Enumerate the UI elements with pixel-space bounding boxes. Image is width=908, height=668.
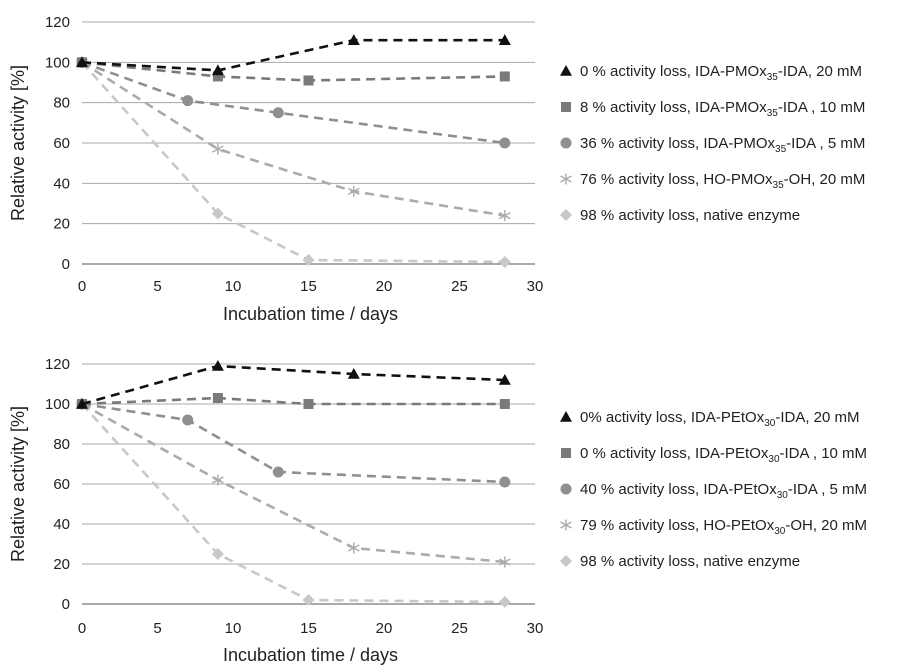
- data-point-series-3: [499, 476, 511, 488]
- data-point-series-2: [212, 71, 223, 82]
- x-tick-label: 30: [527, 620, 544, 637]
- legend-marker-3: [560, 137, 572, 149]
- x-tick-label: 5: [153, 620, 161, 637]
- data-point-series-5: [498, 255, 511, 268]
- data-point-series-2: [212, 393, 223, 403]
- data-point-series-4: [347, 542, 360, 554]
- y-tick-label: 0: [62, 256, 70, 273]
- data-point-series-2: [499, 71, 510, 82]
- legend-label-5: 98 % activity loss, native enzyme: [580, 207, 800, 224]
- data-point-series-4: [498, 556, 511, 568]
- data-point-series-1: [498, 374, 511, 385]
- y-axis-title: Relative activity [%]: [8, 65, 28, 221]
- y-tick-label: 120: [45, 14, 70, 31]
- legend-label-4: 76 % activity loss, HO-PMOx35-OH, 20 mM: [580, 171, 865, 191]
- series-line-4: [81, 402, 505, 564]
- data-point-series-5: [211, 207, 224, 220]
- chart-1: 0 20 40 60 80 100 120 0 5 10 15 20 25 30 Incubation ti…: [8, 14, 865, 324]
- data-point-series-5: [211, 548, 224, 560]
- y-tick-label: 40: [53, 175, 70, 192]
- data-point-series-1: [76, 398, 88, 409]
- x-tick-label: 0: [78, 278, 86, 295]
- data-point-series-4: [212, 143, 224, 155]
- x-tick-label: 25: [451, 620, 468, 637]
- x-tick-label: 15: [300, 620, 317, 637]
- y-tick-label: 60: [53, 476, 70, 493]
- legend-marker-1: [560, 65, 572, 76]
- x-tick-label: 25: [451, 278, 468, 295]
- series-line-1: [81, 38, 505, 72]
- chart-2: 0 20 40 60 80 100 120 0 5 10 15 20 25 30 Incubation ti…: [8, 356, 867, 665]
- x-tick-label: 30: [527, 278, 544, 295]
- y-tick-label: 0: [62, 596, 70, 613]
- x-tick-label: 10: [225, 278, 242, 295]
- x-axis-title: Incubation time / days: [223, 304, 398, 324]
- data-point-series-3: [499, 137, 511, 149]
- legend-label-2: 8 % activity loss, IDA-PMOx35-IDA , 10 m…: [580, 99, 865, 119]
- data-point-series-1: [498, 34, 511, 45]
- data-point-series-1: [76, 56, 88, 68]
- y-tick-label: 100: [45, 54, 70, 71]
- series-line-5: [81, 403, 505, 604]
- data-point-series-5: [302, 253, 315, 266]
- legend-marker-5: [560, 209, 572, 221]
- data-point-series-4: [347, 185, 360, 197]
- legend-label-3: 36 % activity loss, IDA-PMOx35-IDA , 5 m…: [580, 135, 865, 155]
- legend-marker-3: [560, 483, 572, 495]
- data-point-series-2: [303, 75, 314, 86]
- y-tick-label: 80: [53, 436, 70, 453]
- series-line-2: [81, 61, 505, 82]
- data-point-series-3: [272, 466, 284, 478]
- data-point-series-5: [498, 596, 511, 608]
- legend-label-1: 0% activity loss, IDA-PEtOx30-IDA, 20 mM: [580, 409, 860, 429]
- legend-marker-1: [560, 411, 572, 422]
- series-line-2: [81, 396, 505, 406]
- y-tick-label: 120: [45, 356, 70, 373]
- data-point-series-4: [498, 210, 511, 222]
- data-point-series-3: [182, 95, 194, 107]
- data-point-series-5: [302, 594, 315, 606]
- data-point-series-2: [303, 399, 314, 409]
- legend-label-5: 98 % activity loss, native enzyme: [580, 553, 800, 570]
- x-tick-label: 10: [225, 620, 242, 637]
- data-point-series-4: [212, 474, 224, 486]
- data-point-series-1: [211, 64, 224, 76]
- y-tick-label: 40: [53, 516, 70, 533]
- x-axis-title: Incubation time / days: [223, 645, 398, 665]
- legend-marker-4: [560, 519, 572, 531]
- series-line-3: [81, 402, 505, 484]
- legend-marker-2: [561, 102, 571, 112]
- legend-label-3: 40 % activity loss, IDA-PEtOx30-IDA , 5 …: [580, 481, 867, 501]
- x-tick-label: 5: [153, 278, 161, 295]
- y-tick-label: 20: [53, 216, 70, 233]
- legend-marker-2: [561, 448, 571, 458]
- y-tick-label: 60: [53, 135, 70, 152]
- series-line-5: [81, 61, 505, 264]
- legend-label-2: 0 % activity loss, IDA-PEtOx30-IDA , 10 …: [580, 445, 867, 465]
- data-point-series-2: [499, 399, 510, 409]
- y-axis-title: Relative activity [%]: [8, 406, 28, 562]
- data-point-series-3: [182, 414, 194, 426]
- data-point-series-3: [272, 107, 284, 119]
- legend-marker-5: [560, 555, 572, 567]
- y-tick-label: 100: [45, 396, 70, 413]
- series-line-1: [81, 364, 505, 406]
- legend-marker-4: [560, 173, 572, 185]
- x-tick-label: 15: [300, 278, 317, 295]
- x-tick-label: 20: [376, 620, 393, 637]
- legend-label-1: 0 % activity loss, IDA-PMOx35-IDA, 20 mM: [580, 63, 862, 83]
- data-point-series-1: [347, 34, 360, 45]
- data-point-series-1: [211, 360, 224, 371]
- y-tick-label: 80: [53, 95, 70, 112]
- x-tick-label: 20: [376, 278, 393, 295]
- series-line-4: [81, 61, 506, 217]
- legend-label-4: 79 % activity loss, HO-PEtOx30-OH, 20 mM: [580, 517, 867, 537]
- data-point-series-1: [347, 368, 360, 379]
- series-line-3: [81, 61, 505, 145]
- y-tick-label: 20: [53, 556, 70, 573]
- x-tick-label: 0: [78, 620, 86, 637]
